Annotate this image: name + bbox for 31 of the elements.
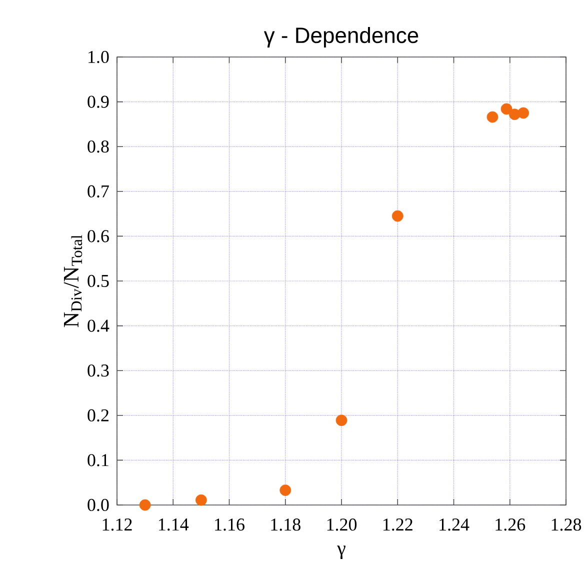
- point: [486, 111, 498, 123]
- y-tick-label: 0.9: [88, 96, 109, 108]
- y-axis-title: N$_{Div}$/N$_{Total}$: [64, 235, 82, 328]
- y-tick-label: 0.5: [88, 274, 109, 288]
- x-tick-label: 1.22: [383, 518, 412, 531]
- x-tick-label: 1.20: [327, 518, 357, 531]
- x-tick-label: 1.24: [440, 518, 470, 531]
- x-tick-label: 1.26: [496, 518, 526, 531]
- point: [392, 210, 404, 222]
- y-tick-label: 0.4: [88, 320, 110, 332]
- x-tick-label: 1.12: [102, 518, 132, 531]
- y-tick-label: 0.3: [88, 364, 109, 377]
- x-tick-label: 1.18: [271, 518, 300, 531]
- y-tick-label: 0.0: [88, 498, 109, 512]
- y-tick-label: 1.0: [88, 50, 109, 64]
- y-tick-label: 0.2: [88, 409, 108, 422]
- point: [280, 484, 292, 496]
- y-tick-label: 0.7: [88, 185, 109, 198]
- point: [195, 494, 207, 506]
- x-axis-title: γ: [337, 546, 346, 560]
- y-tick-label: 0.1: [88, 454, 108, 466]
- x-tick-label: 1.28: [552, 518, 582, 531]
- point: [500, 103, 512, 115]
- point: [336, 414, 348, 426]
- point: [518, 107, 530, 119]
- y-tick-label: 0.8: [88, 140, 109, 153]
- chart-title: γ - Dependence: [264, 26, 418, 48]
- x-tick-label: 1.14: [158, 518, 189, 531]
- x-tick-label: 1.16: [215, 518, 244, 531]
- point: [139, 499, 151, 511]
- y-tick-label: 0.6: [88, 230, 109, 242]
